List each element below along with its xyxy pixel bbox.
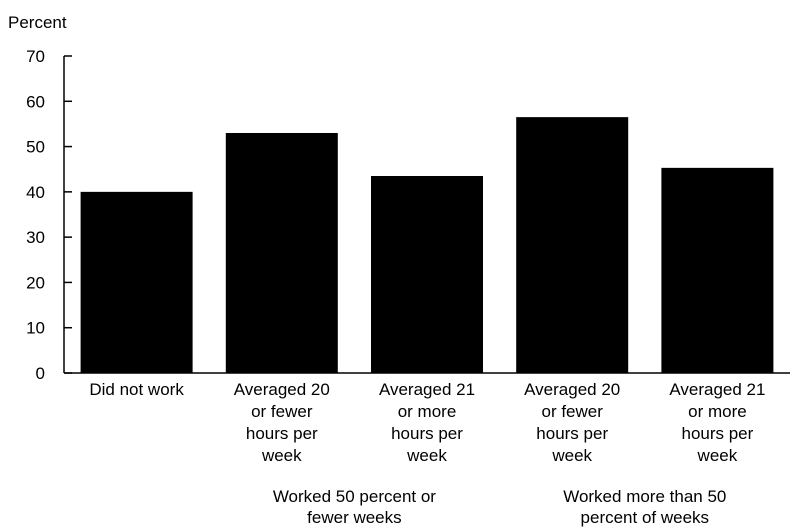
x-tick-label-line: Averaged 20 (524, 380, 620, 399)
x-tick-label-line: week (697, 446, 738, 465)
x-tick-label-line: hours per (681, 424, 753, 443)
x-tick-label-line: week (551, 446, 592, 465)
y-tick-label: 20 (26, 273, 45, 292)
bar (516, 117, 629, 373)
y-tick-label: 10 (26, 319, 45, 338)
y-tick-label: 40 (26, 183, 45, 202)
bar (225, 132, 338, 373)
x-tick-label-line: Did not work (89, 380, 184, 399)
x-tick-label-line: Averaged 21 (379, 380, 475, 399)
x-tick-label-line: Averaged 21 (669, 380, 765, 399)
x-tick-label-line: hours per (536, 424, 608, 443)
x-tick-label: Did not work (89, 380, 184, 399)
y-tick-labels: 0 10 20 30 40 50 60 70 (26, 47, 45, 383)
x-tick-label-line: or fewer (541, 402, 603, 421)
x-tick-label-line: hours per (391, 424, 463, 443)
bars (80, 117, 774, 373)
group-label-line: Worked 50 percent or (273, 487, 436, 506)
bar (661, 167, 774, 373)
x-tick-label-line: or more (688, 402, 747, 421)
group-label-line: Worked more than 50 (563, 487, 726, 506)
x-tick-label-line: week (406, 446, 447, 465)
y-tick-label: 70 (26, 47, 45, 66)
group-labels: Worked 50 percent or fewer weeks Worked mo… (273, 487, 727, 527)
x-tick-labels: Did not work Averaged 20 or fewer hours per… (89, 380, 765, 465)
x-tick-label-line: week (261, 446, 302, 465)
group-label: Worked 50 percent or fewer weeks (273, 487, 436, 527)
bar (80, 191, 193, 373)
group-label-line: fewer weeks (307, 508, 401, 527)
x-tick-label-line: Averaged 20 (234, 380, 330, 399)
y-tick-label: 60 (26, 92, 45, 111)
y-axis-label: Percent (8, 13, 67, 32)
x-tick-label-line: or fewer (251, 402, 313, 421)
x-tick-label: Averaged 20 or fewer hours per week (234, 380, 330, 465)
x-tick-label-line: or more (398, 402, 457, 421)
x-tick-label-line: hours per (246, 424, 318, 443)
x-tick-label: Averaged 20 or fewer hours per week (524, 380, 620, 465)
y-tick-label: 30 (26, 228, 45, 247)
y-tick-label: 0 (36, 364, 45, 383)
x-tick-label: Averaged 21 or more hours per week (379, 380, 475, 465)
y-tick-label: 50 (26, 138, 45, 157)
bar (371, 176, 483, 373)
group-label: Worked more than 50 percent of weeks (563, 487, 726, 527)
x-tick-label: Averaged 21 or more hours per week (669, 380, 765, 465)
group-label-line: percent of weeks (581, 508, 710, 527)
